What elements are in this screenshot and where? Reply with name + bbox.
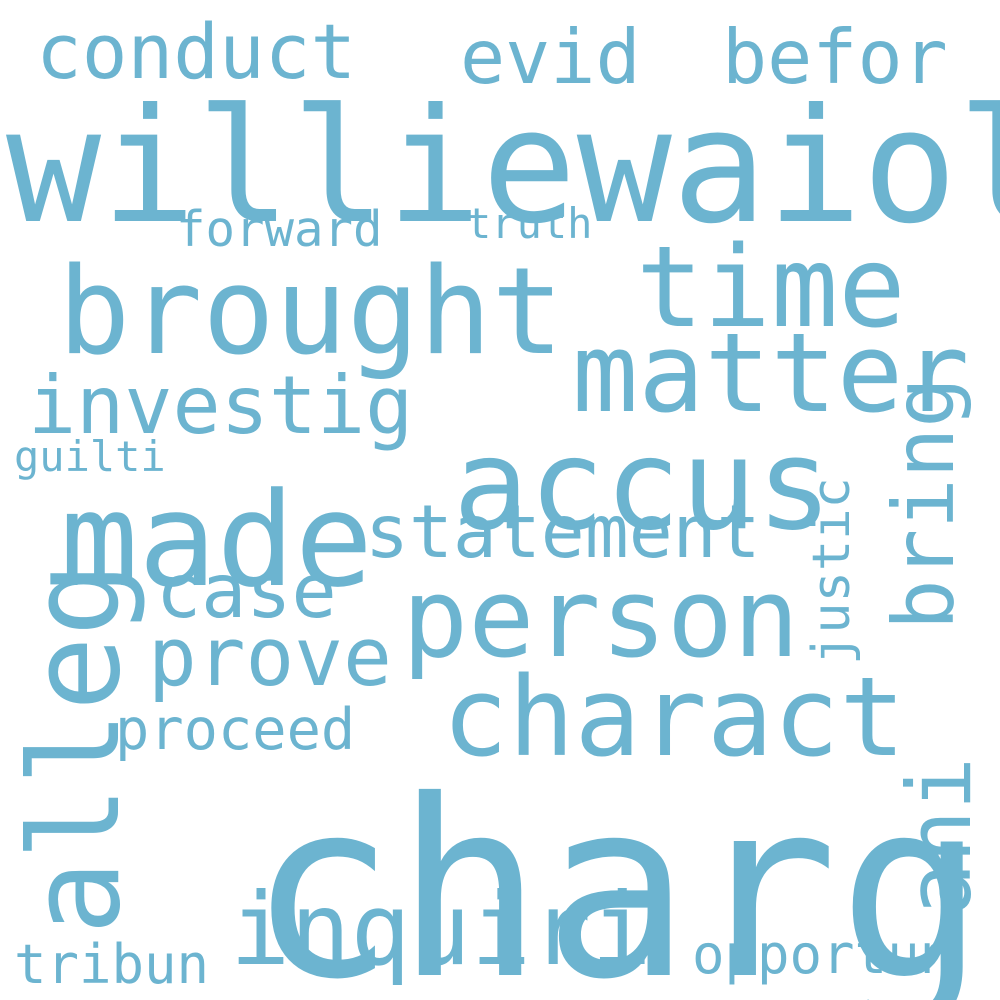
word-accus: accus (453, 411, 833, 558)
word-truth: truth (466, 199, 593, 248)
word-justic: justic (802, 477, 862, 665)
word-person: person (402, 554, 800, 682)
word-made: made (60, 464, 374, 616)
word-proceed: proceed (115, 697, 356, 763)
word-tribun: tribun (14, 933, 210, 996)
word-forward: forward (176, 201, 383, 258)
word-brought: brought (58, 243, 564, 382)
word-time: time (636, 223, 906, 353)
word-opportun: opportun (692, 923, 953, 986)
word-statement: statement (365, 490, 761, 575)
word-evid: evid (460, 13, 641, 101)
word-case: case (156, 547, 337, 635)
word-inquiri: inquiri (230, 871, 652, 988)
word-prove: prove (148, 611, 392, 705)
word-matter: matter (572, 309, 970, 437)
word-charg: charg (248, 748, 986, 1000)
word-befor: befor (722, 13, 948, 101)
word-investig: investig (28, 359, 414, 452)
word-charact: charact (442, 653, 906, 781)
word-guilti: guilti (14, 432, 166, 481)
word-bring: bring (875, 377, 973, 630)
word-williewaiola: williewaiola (6, 75, 1000, 259)
word-conduct: conduct (36, 7, 357, 96)
word-ani: ani (888, 757, 991, 916)
